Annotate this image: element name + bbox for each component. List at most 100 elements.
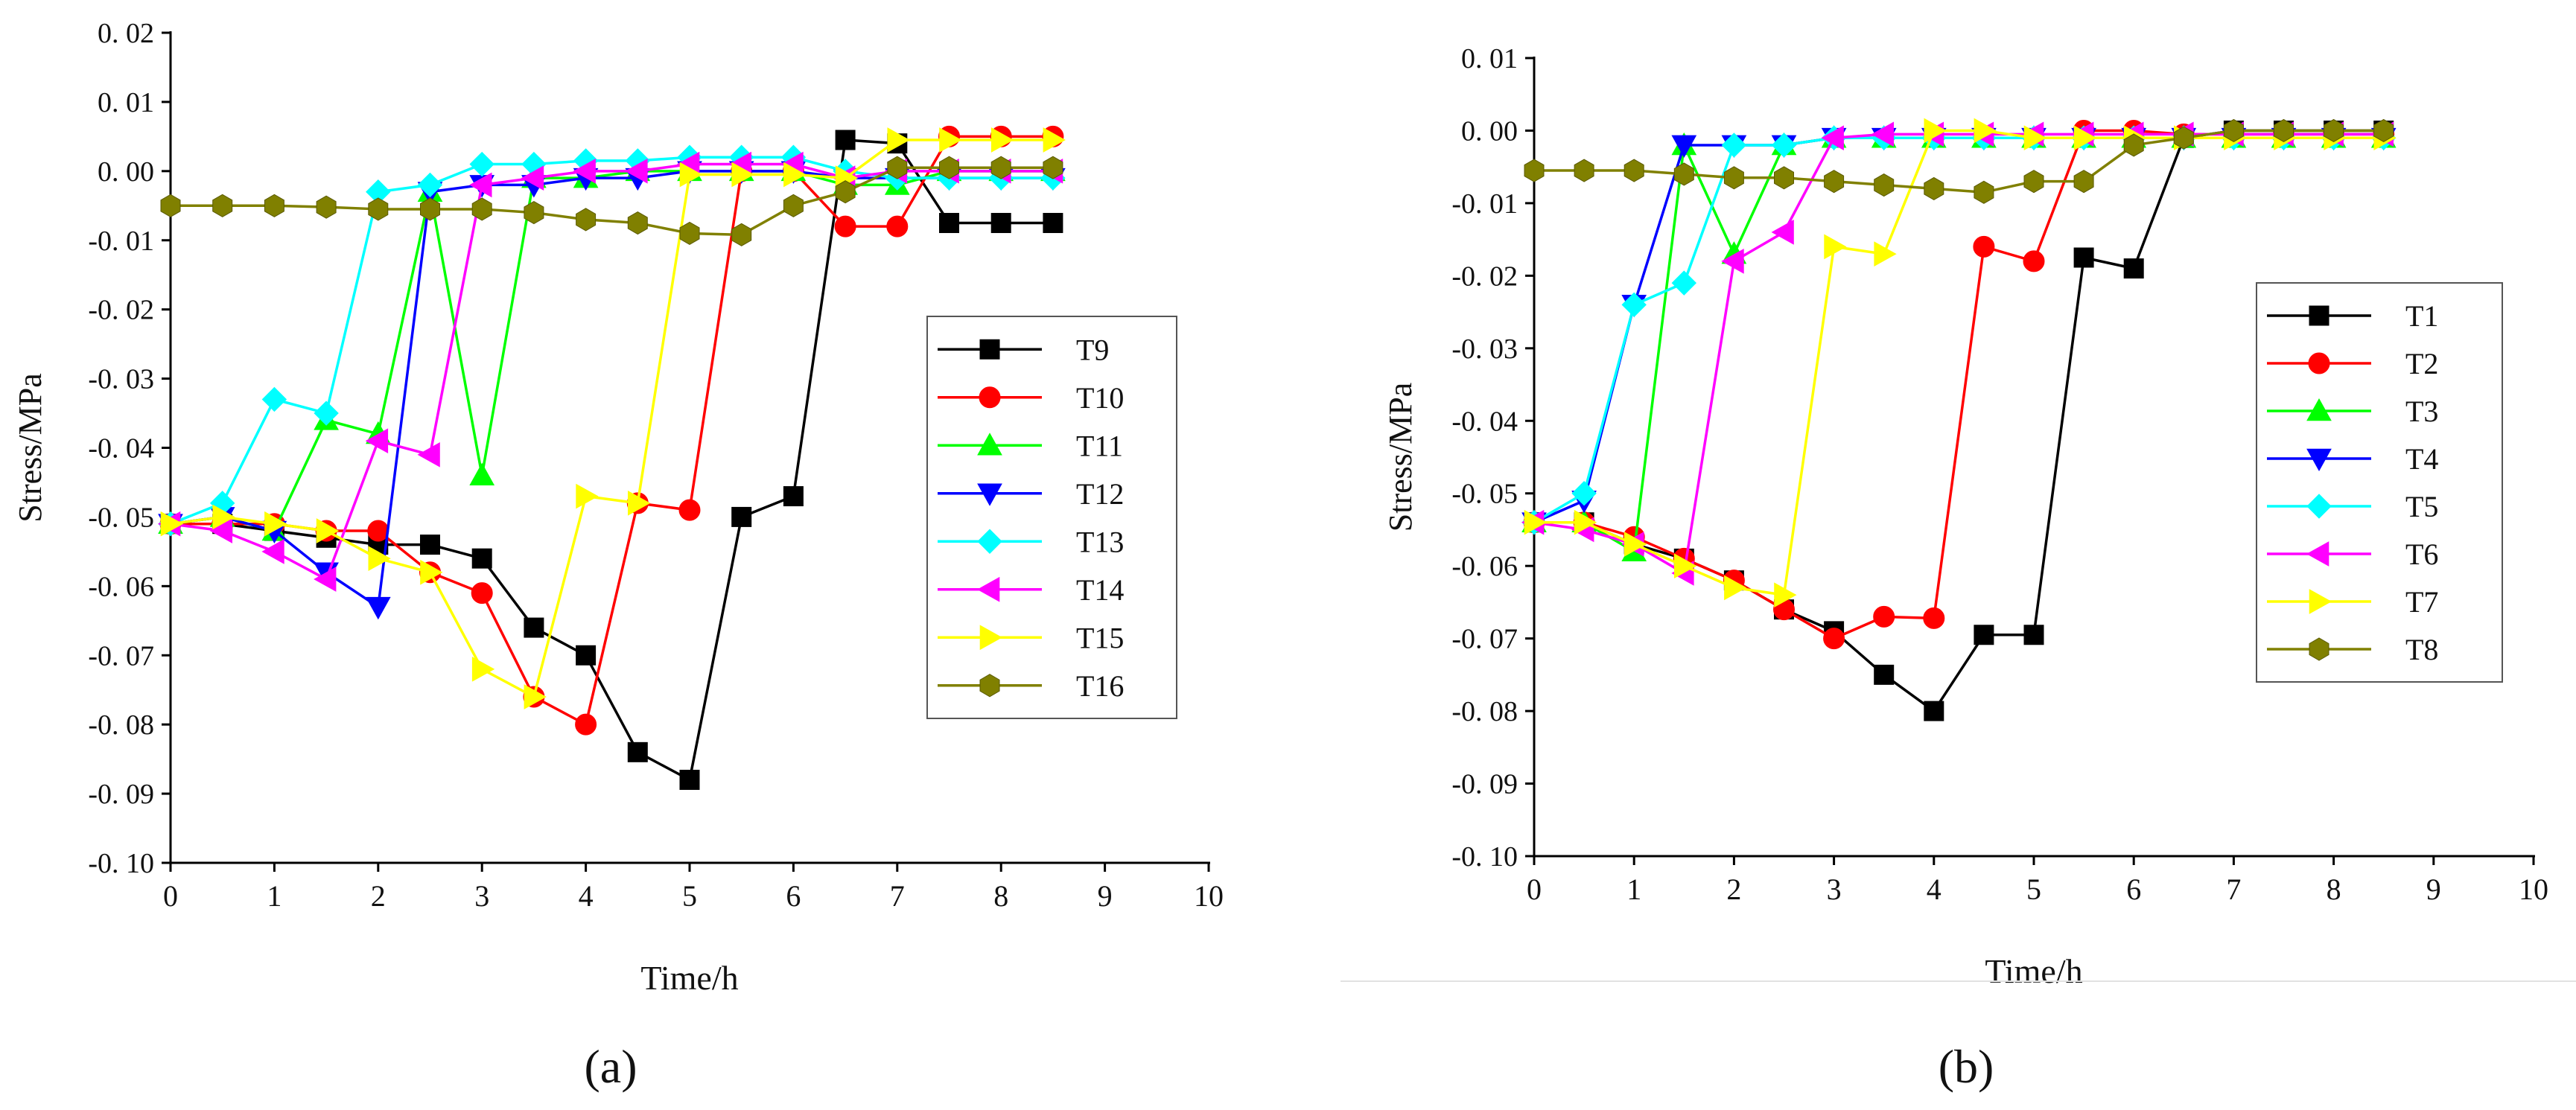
x-tick-label: 1	[1626, 873, 1641, 906]
legend-item-T13: T13	[938, 525, 1124, 558]
series-line-T11	[170, 170, 1053, 532]
legend-label: T15	[1076, 621, 1124, 654]
series-line-T8	[1534, 129, 2384, 194]
data-point-T15	[887, 127, 910, 153]
legend-box	[2256, 282, 2503, 683]
data-point-T10	[834, 215, 856, 237]
data-point-T16	[835, 180, 856, 204]
y-tick-label: -0. 05	[1451, 479, 1518, 510]
data-point-T15	[316, 518, 340, 543]
x-tick-label: 2	[1726, 873, 1741, 906]
y-tick-label: -0. 08	[88, 709, 154, 741]
legend-item-T4: T4	[2267, 442, 2438, 476]
data-point-T8	[1774, 166, 1794, 190]
data-point-T10	[886, 215, 909, 237]
legend-marker-T13	[977, 529, 1002, 554]
legend-label: T4	[2405, 442, 2438, 476]
legend-item-T7: T7	[2267, 585, 2438, 619]
data-point-T14	[573, 158, 596, 184]
data-point-T15	[471, 656, 495, 682]
data-point-T7	[1623, 532, 1647, 557]
legend-label: T11	[1076, 429, 1123, 462]
data-point-T1	[1974, 625, 1994, 645]
data-point-T5	[1671, 270, 1697, 296]
y-tick-label: 0. 02	[98, 18, 154, 49]
data-point-T8	[1723, 166, 1744, 190]
x-tick-label: 3	[1827, 873, 1842, 906]
data-point-T14	[261, 539, 284, 564]
legend-item-T12: T12	[938, 477, 1124, 511]
legend-marker-T10	[979, 386, 1001, 409]
legend-label: T6	[2405, 538, 2438, 571]
legend-marker-T1	[2309, 305, 2329, 326]
data-point-T15	[160, 511, 184, 537]
x-tick-label: 4	[1927, 873, 1941, 906]
series-line-T12	[170, 170, 1053, 608]
data-point-T8	[2023, 170, 2044, 194]
data-point-T11	[469, 462, 495, 485]
legend: T9 T10 T11 T12 T13 T14 T15 T16	[926, 316, 1177, 719]
y-tick-label: -0. 10	[88, 848, 154, 879]
data-point-T13	[417, 172, 443, 198]
data-point-T9	[990, 213, 1011, 234]
x-axis-label: Time/h	[640, 959, 738, 997]
data-point-T12	[365, 596, 391, 620]
legend-marker-T6	[2306, 541, 2329, 567]
data-point-T15	[368, 546, 391, 572]
legend-marker-T8	[2309, 637, 2329, 661]
data-point-T6	[1721, 249, 1744, 274]
data-point-T8	[2324, 118, 2344, 143]
data-point-T15	[576, 483, 599, 509]
data-point-T16	[783, 194, 804, 217]
legend-item-T14: T14	[938, 573, 1124, 607]
data-point-T8	[1524, 159, 1545, 182]
data-point-T13	[314, 401, 339, 426]
y-tick-label: -0. 04	[1451, 406, 1518, 437]
legend-label: T8	[2405, 633, 2438, 666]
y-tick-label: -0. 03	[1451, 334, 1518, 365]
data-point-T9	[939, 213, 959, 234]
data-point-T7	[1774, 582, 1797, 608]
x-tick-label: 9	[2426, 873, 2441, 906]
y-tick-label: -0. 07	[1451, 624, 1518, 655]
data-point-T7	[1824, 234, 1847, 260]
legend-marker-T3	[2306, 398, 2332, 421]
data-point-T9	[679, 770, 700, 790]
y-tick-label: -0. 01	[1451, 188, 1518, 220]
y-tick-label: 0. 01	[98, 87, 154, 118]
data-point-T8	[2223, 118, 2244, 143]
data-point-T8	[1673, 162, 1694, 186]
data-point-T9	[471, 548, 492, 569]
data-point-T16	[939, 156, 959, 179]
legend-marker-T7	[2309, 589, 2332, 614]
legend-item-T9: T9	[938, 333, 1109, 366]
data-point-T16	[264, 194, 284, 217]
data-point-T16	[679, 221, 700, 246]
data-point-T8	[1924, 176, 1944, 200]
data-point-T16	[316, 195, 337, 219]
data-point-T16	[627, 211, 648, 235]
data-point-T13	[469, 151, 494, 177]
data-point-T8	[2123, 133, 2144, 157]
legend-marker-T15	[979, 625, 1003, 651]
data-point-T8	[2373, 118, 2394, 143]
data-point-T16	[887, 156, 908, 179]
y-tick-label: -0. 04	[88, 433, 154, 465]
data-point-T7	[1724, 575, 1747, 601]
legend-box	[926, 316, 1177, 719]
data-point-T16	[471, 197, 492, 221]
data-point-T2	[1873, 605, 1895, 628]
legend-label: T9	[1076, 333, 1109, 366]
y-tick-label: -0. 01	[88, 226, 154, 257]
legend-marker-T11	[977, 433, 1002, 456]
data-point-T8	[1574, 159, 1594, 182]
x-tick-label: 7	[2226, 873, 2241, 906]
legend-marker-T9	[979, 339, 1000, 360]
series-line-T10	[171, 135, 1053, 726]
data-point-T14	[417, 441, 440, 468]
y-tick-label: -0. 07	[88, 640, 154, 672]
legend-item-T2: T2	[2267, 347, 2438, 380]
legend-item-T3: T3	[2267, 395, 2438, 428]
legend: T1 T2 T3 T4 T5 T6 T7 T8	[2256, 282, 2503, 683]
legend-item-T15: T15	[938, 621, 1124, 654]
